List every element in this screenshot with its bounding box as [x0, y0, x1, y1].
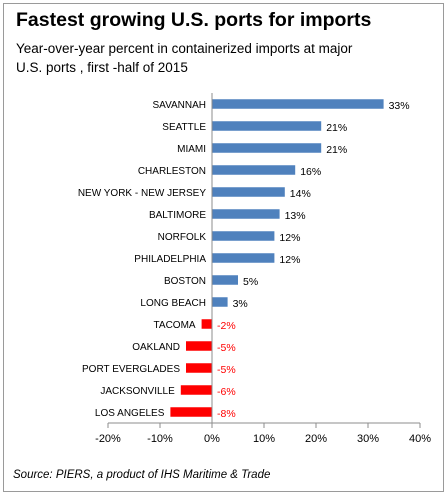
bar	[212, 143, 322, 153]
data-label: 5%	[243, 276, 258, 288]
bar	[212, 187, 285, 197]
x-tick-label: -20%	[95, 433, 121, 445]
data-label: 12%	[279, 232, 300, 244]
bar	[170, 407, 212, 417]
bar	[212, 275, 238, 285]
category-label: NEW YORK - NEW JERSEY	[78, 188, 206, 199]
x-tick-label: 30%	[357, 433, 379, 445]
category-label: BALTIMORE	[149, 210, 206, 221]
data-label: 14%	[290, 188, 311, 200]
category-label: SEATTLE	[162, 122, 206, 133]
bar	[212, 253, 275, 263]
bar	[212, 121, 322, 131]
bar	[212, 297, 228, 307]
bar	[186, 341, 212, 351]
x-tick-label: 20%	[305, 433, 327, 445]
category-label: LOS ANGELES	[95, 408, 165, 419]
chart-frame	[3, 3, 444, 492]
category-label: BOSTON	[164, 276, 206, 287]
bar	[212, 165, 296, 175]
category-label: NORFOLK	[158, 232, 207, 243]
data-label: -5%	[217, 364, 236, 376]
data-label: 33%	[389, 100, 410, 112]
data-label: -5%	[217, 342, 236, 354]
bar	[186, 363, 212, 373]
bar	[180, 385, 212, 395]
data-label: -2%	[217, 320, 236, 332]
category-label: PHILADELPHIA	[134, 254, 206, 265]
category-label: SAVANNAH	[152, 100, 206, 111]
x-tick-label: 40%	[409, 433, 431, 445]
chart-title: Fastest growing U.S. ports for imports	[16, 9, 372, 31]
bar	[201, 319, 212, 329]
data-label: 3%	[233, 298, 248, 310]
data-label: 16%	[300, 166, 321, 178]
data-label: 21%	[326, 122, 347, 134]
x-tick-label: 10%	[253, 433, 275, 445]
bar	[212, 231, 275, 241]
chart-subtitle: Year-over-year percent in containerized …	[16, 41, 353, 75]
data-label: 12%	[279, 254, 300, 266]
category-label: PORT EVERGLADES	[82, 364, 180, 375]
category-label: CHARLESTON	[138, 166, 206, 177]
bar	[212, 209, 280, 219]
bar	[212, 99, 384, 109]
category-label: MIAMI	[177, 144, 206, 155]
x-tick-label: -10%	[147, 433, 173, 445]
x-tick-label: 0%	[204, 433, 220, 445]
data-label: 13%	[285, 210, 306, 222]
category-label: OAKLAND	[132, 342, 180, 353]
category-label: LONG BEACH	[140, 298, 206, 309]
data-label: -6%	[217, 386, 236, 398]
data-label: -8%	[217, 408, 236, 420]
data-label: 21%	[326, 144, 347, 156]
source-note: Source: PIERS, a product of IHS Maritime…	[13, 469, 271, 481]
category-label: TACOMA	[154, 320, 196, 331]
category-label: JACKSONVILLE	[100, 386, 175, 397]
